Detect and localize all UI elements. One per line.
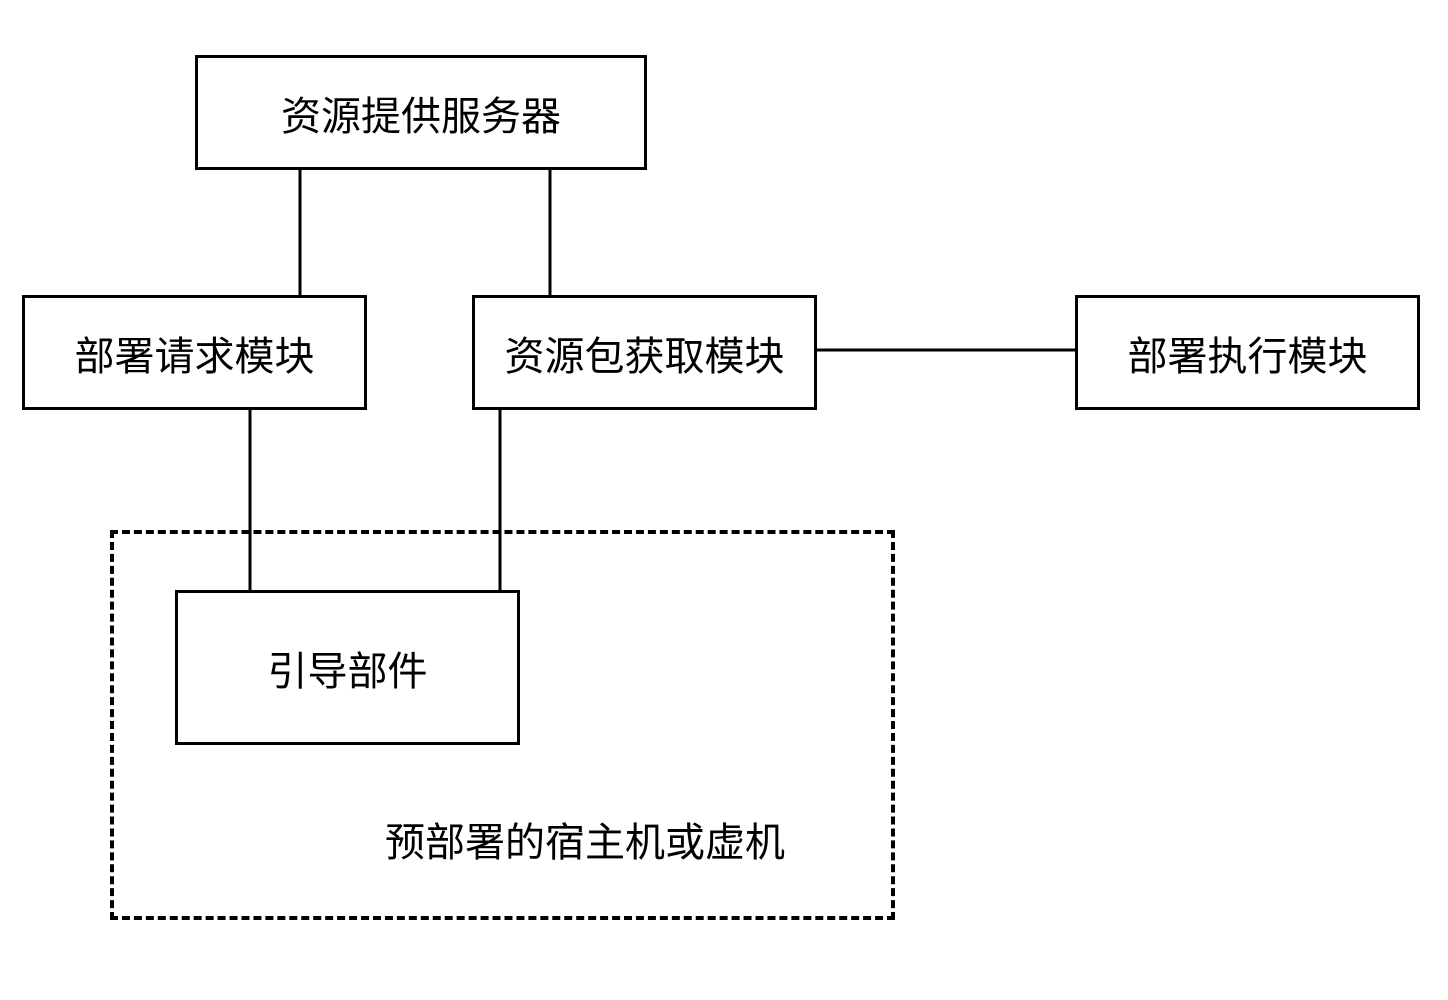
node-deploy-exec-label: 部署执行模块 (1128, 324, 1368, 382)
node-boot-component: 引导部件 (175, 590, 520, 745)
node-resource-server-label: 资源提供服务器 (281, 84, 561, 142)
node-resource-pkg: 资源包获取模块 (472, 295, 817, 410)
dashed-container-label: 预部署的宿主机或虚机 (385, 810, 785, 868)
node-resource-server: 资源提供服务器 (195, 55, 647, 170)
node-resource-pkg-label: 资源包获取模块 (505, 324, 785, 382)
node-deploy-exec: 部署执行模块 (1075, 295, 1420, 410)
node-deploy-request-label: 部署请求模块 (75, 324, 315, 382)
node-boot-component-label: 引导部件 (268, 639, 428, 697)
node-deploy-request: 部署请求模块 (22, 295, 367, 410)
